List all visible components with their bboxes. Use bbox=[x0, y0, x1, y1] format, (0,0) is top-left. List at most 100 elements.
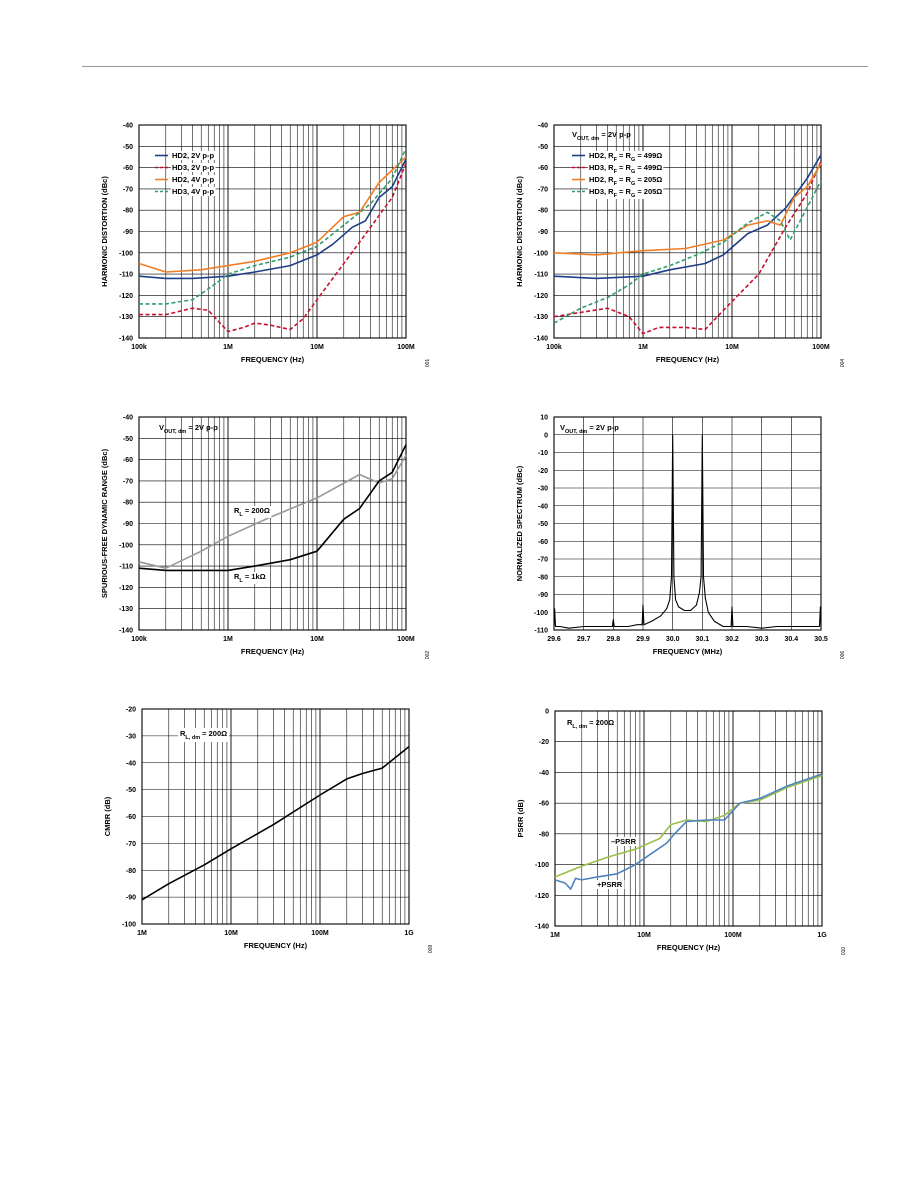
y-tick-label: -70 bbox=[123, 186, 133, 193]
x-tick-label: 30.5 bbox=[814, 636, 828, 643]
curve-label-bg bbox=[232, 506, 272, 518]
y-tick-label: -60 bbox=[538, 539, 548, 546]
plot-frame bbox=[138, 416, 407, 631]
y-tick-label: -30 bbox=[538, 486, 548, 493]
x-axis-label: FREQUENCY (Hz) bbox=[656, 355, 720, 364]
y-tick-label: -140 bbox=[535, 924, 549, 931]
y-tick-label: -50 bbox=[126, 787, 136, 794]
chart-annotation: VOUT, dm = 2V p-p bbox=[560, 423, 619, 435]
x-tick-label: 29.7 bbox=[577, 636, 591, 643]
x-tick-label: 30.4 bbox=[785, 636, 799, 643]
y-tick-label: -140 bbox=[534, 336, 548, 343]
curve-label: –PSRR bbox=[611, 837, 637, 846]
legend-label: HD3, RF = RG = 499Ω bbox=[589, 163, 662, 175]
y-tick-label: -10 bbox=[538, 450, 548, 457]
x-tick-label: 29.8 bbox=[607, 636, 621, 643]
legend-label: HD2, 4V p-p bbox=[172, 175, 215, 184]
x-tick-label: 1M bbox=[638, 344, 648, 351]
x-tick-label: 100k bbox=[546, 344, 562, 351]
x-axis-label: FREQUENCY (Hz) bbox=[244, 941, 308, 950]
curve-label: RL = 1kΩ bbox=[234, 572, 266, 584]
gridlines bbox=[139, 124, 406, 339]
y-tick-label: -100 bbox=[534, 250, 548, 257]
y-tick-label: -90 bbox=[126, 895, 136, 902]
y-tick-label: -120 bbox=[119, 293, 133, 300]
y-axis-label: CMRR (dB) bbox=[103, 796, 112, 836]
x-tick-label: 29.9 bbox=[636, 636, 650, 643]
y-tick-label: -60 bbox=[126, 814, 136, 821]
legend-label-bg bbox=[588, 163, 664, 175]
y-axis-label: HARMONIC DISTORTION (dBc) bbox=[515, 176, 524, 287]
legend-label-bg bbox=[171, 151, 216, 160]
y-tick-label: -130 bbox=[119, 606, 133, 613]
curve-label: RL = 200Ω bbox=[234, 506, 270, 518]
legend-label: HD2, 2V p-p bbox=[172, 151, 215, 160]
x-tick-label: 1G bbox=[404, 930, 414, 937]
legend: HD2, 2V p-p HD3, 2V p-p HD2, 4V p-p HD3, 4V… bbox=[155, 151, 216, 196]
y-tick-label: -110 bbox=[534, 628, 548, 635]
x-tick-label: 1M bbox=[550, 932, 560, 939]
plot-frame bbox=[553, 416, 822, 631]
legend-label-bg bbox=[588, 151, 664, 163]
series-line-1 bbox=[553, 154, 822, 280]
curve-label-bg bbox=[609, 837, 639, 846]
x-tick-label: 100k bbox=[131, 636, 147, 643]
gridlines bbox=[139, 416, 406, 631]
y-tick-label: -50 bbox=[123, 436, 133, 443]
legend-label-bg bbox=[588, 187, 664, 199]
y-axis-label: SPURIOUS-FREE DYNAMIC RANGE (dBc) bbox=[100, 448, 109, 598]
x-tick-label: 1M bbox=[223, 344, 233, 351]
x-tick-label: 10M bbox=[310, 636, 324, 643]
series-line-2 bbox=[138, 444, 407, 572]
legend-label: HD2, RF = RG = 499Ω bbox=[589, 151, 662, 163]
curve-label-bg bbox=[232, 572, 268, 584]
plot-frame bbox=[141, 708, 410, 925]
chart-annotation: VOUT, dm = 2V p-p bbox=[159, 423, 218, 435]
y-tick-label: -50 bbox=[538, 144, 548, 151]
plot-frame bbox=[553, 124, 822, 339]
y-tick-label: 0 bbox=[545, 709, 549, 716]
x-axis-label: FREQUENCY (Hz) bbox=[241, 355, 305, 364]
legend-label-bg bbox=[588, 175, 664, 187]
figure-code: 006 bbox=[840, 651, 846, 660]
y-tick-label: -90 bbox=[123, 229, 133, 236]
x-tick-label: 100M bbox=[812, 344, 830, 351]
y-axis-label: HARMONIC DISTORTION (dBc) bbox=[100, 176, 109, 287]
annotation-bg bbox=[178, 728, 230, 742]
y-tick-label: -80 bbox=[126, 868, 136, 875]
series-line-2 bbox=[553, 160, 822, 335]
x-tick-label: 30.3 bbox=[755, 636, 769, 643]
legend-label-bg bbox=[171, 187, 216, 196]
chart-annotation: RL, dm = 200Ω bbox=[180, 729, 227, 741]
curve-label: +PSRR bbox=[597, 880, 623, 889]
y-tick-label: -80 bbox=[539, 831, 549, 838]
x-axis-label: FREQUENCY (MHz) bbox=[653, 647, 723, 656]
x-tick-label: 100M bbox=[724, 932, 742, 939]
legend-label: HD3, RF = RG = 205Ω bbox=[589, 187, 662, 199]
y-tick-label: -40 bbox=[123, 123, 133, 130]
y-tick-label: -120 bbox=[119, 585, 133, 592]
legend-label: HD3, 2V p-p bbox=[172, 163, 215, 172]
y-tick-label: -70 bbox=[538, 186, 548, 193]
figure-code: 002 bbox=[425, 651, 431, 660]
x-axis-label: FREQUENCY (Hz) bbox=[657, 943, 721, 952]
legend-label-bg bbox=[171, 163, 216, 172]
x-tick-label: 29.6 bbox=[547, 636, 561, 643]
y-axis-label: NORMALIZED SPECTRUM (dBc) bbox=[515, 465, 524, 581]
x-tick-label: 10M bbox=[725, 344, 739, 351]
series-line-2 bbox=[139, 162, 407, 333]
y-tick-label: -20 bbox=[538, 468, 548, 475]
series-line-1 bbox=[138, 158, 407, 280]
x-tick-label: 30.2 bbox=[725, 636, 739, 643]
series-line-3 bbox=[138, 156, 407, 273]
y-tick-label: -30 bbox=[126, 733, 136, 740]
y-tick-label: -60 bbox=[538, 165, 548, 172]
y-tick-label: 0 bbox=[544, 432, 548, 439]
y-tick-label: -60 bbox=[539, 801, 549, 808]
x-axis-label: FREQUENCY (Hz) bbox=[241, 647, 305, 656]
figure-code: 004 bbox=[840, 359, 846, 368]
series-line-4 bbox=[139, 148, 407, 305]
series-line-1 bbox=[553, 434, 822, 629]
